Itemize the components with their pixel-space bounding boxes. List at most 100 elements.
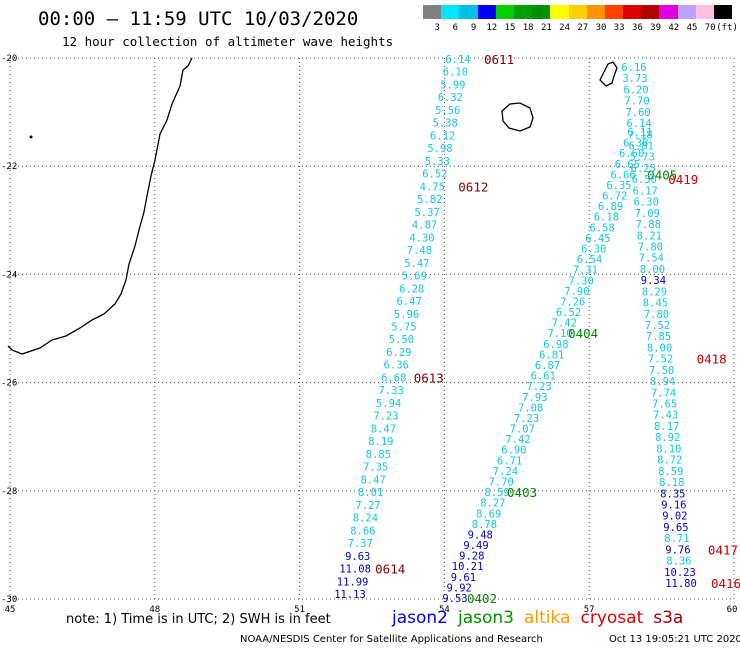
wave-height-value: 6.60 (619, 148, 644, 160)
wave-height-value: 9.16 (661, 499, 686, 511)
wave-height-value: 7.85 (646, 331, 671, 343)
wave-height-value: 7.10 (547, 328, 572, 340)
legend-swatch (677, 5, 696, 19)
wave-height-value: 7.74 (651, 387, 676, 399)
wave-height-value: 6.50 (632, 174, 657, 186)
wave-height-value: 8.85 (366, 449, 391, 461)
wave-height-value: 8.72 (657, 455, 682, 467)
wave-height-value: 7.60 (625, 107, 650, 119)
lat-tick-label: -22 (1, 162, 17, 172)
wave-height-value: 11.99 (337, 576, 369, 588)
wave-height-value: 7.90 (564, 286, 589, 298)
legend-label: 9 (470, 23, 477, 33)
wave-height-value: 6.25 (631, 163, 656, 175)
wave-height-value: 9.28 (459, 551, 484, 563)
wave-height-value: 8.36 (666, 556, 691, 568)
wave-height-value: 10.23 (664, 567, 696, 579)
wave-height-value: 7.23 (526, 381, 551, 393)
wave-height-value: 7.23 (514, 413, 539, 425)
pass-time-label: 0613 (414, 370, 444, 385)
wave-height-value: 9.92 (447, 582, 472, 594)
wave-height-value: 6.36 (384, 360, 409, 372)
lon-tick-label: 54 (439, 605, 450, 615)
credit-line: NOAA/NESDIS Center for Satellite Applica… (240, 634, 543, 645)
wave-height-value: 7.24 (493, 466, 518, 478)
legend-label: 24 (559, 23, 571, 33)
legend-label: 12 (486, 23, 498, 33)
wave-height-value: 6.66 (611, 169, 636, 181)
lat-tick-label: -26 (1, 379, 17, 389)
satellite-label: s3a (653, 608, 684, 628)
legend-swatch (550, 5, 569, 19)
wave-height-value: 6.52 (556, 307, 581, 319)
lon-tick-label: 57 (584, 605, 595, 615)
wave-height-value: 8.92 (655, 432, 680, 444)
wave-height-value: 7.65 (652, 399, 677, 411)
wave-height-value: 8.00 (647, 342, 672, 354)
lat-tick-label: -28 (1, 487, 17, 497)
coastline (7, 57, 618, 355)
wave-height-value: 5.73 (630, 152, 655, 164)
lon-tick-label: 51 (294, 605, 305, 615)
wave-height-value: 6.30 (581, 244, 606, 256)
page-subtitle: 12 hour collection of altimeter wave hei… (62, 34, 394, 49)
color-scale-legend: 3 6 9 12 15 18 21 24 27 30 33 36 39 42 45 70 (ft) (423, 5, 738, 35)
track-jason3-0402-0405: 6.116.386.606.656.666.356.726.896.186.58… (442, 127, 677, 606)
legend-swatch (659, 5, 678, 19)
legend-label: 30 (595, 23, 607, 33)
satellite-label: altika (524, 608, 571, 628)
wave-height-value: 3.73 (622, 73, 647, 85)
lon-tick-label: 45 (5, 605, 16, 615)
reunion-coastline (501, 102, 534, 132)
wave-height-value: 6.98 (543, 339, 568, 351)
legend-label: 18 (522, 23, 534, 33)
wave-height-value: 6.68 (381, 372, 406, 384)
wave-height-value: 9.61 (451, 572, 476, 584)
wave-height-value: 6.71 (497, 455, 522, 467)
wave-height-value: 7.42 (552, 318, 577, 330)
wave-height-value: 8.47 (360, 474, 385, 486)
legend-label: 21 (540, 23, 552, 33)
wave-height-value: 8.10 (656, 443, 681, 455)
pass-time-label: 0417 (708, 542, 738, 557)
legend-swatch (532, 5, 551, 19)
legend-swatch (441, 5, 460, 19)
legend-label: 45 (686, 23, 698, 33)
wave-height-value: 8.66 (350, 525, 375, 537)
wave-height-value: 5.69 (402, 271, 427, 283)
wave-height-value: 7.09 (635, 208, 660, 220)
wave-height-value: 6.58 (590, 222, 615, 234)
wave-height-value: 7.35 (363, 462, 388, 474)
wave-height-value: 8.71 (664, 533, 689, 545)
wave-height-value: 5.33 (425, 156, 450, 168)
lon-tick-label: 48 (149, 605, 160, 615)
wave-height-value: 5.37 (414, 207, 439, 219)
wave-height-value: 7.30 (568, 275, 593, 287)
legend-swatch (695, 5, 714, 19)
pass-time-label: 0402 (467, 591, 497, 606)
wave-height-value: 6.87 (535, 360, 560, 372)
wave-height-value: 9.02 (662, 511, 687, 523)
wave-height-value: 6.17 (633, 185, 658, 197)
wave-height-value: 9.63 (345, 551, 370, 563)
islet-coastline (29, 135, 33, 139)
lat-lon-grid (9, 57, 735, 600)
madagascar-coastline (7, 57, 193, 355)
wave-height-value: 8.18 (659, 477, 684, 489)
wave-height-value: 8.35 (660, 488, 685, 500)
legend-label: 39 (650, 23, 662, 33)
wave-height-value: 6.28 (399, 283, 424, 295)
wave-height-value: 6.52 (422, 169, 447, 181)
wave-height-value: 6.18 (594, 212, 619, 224)
legend-label: 15 (504, 23, 516, 33)
wave-height-value: 9.48 (468, 529, 493, 541)
pass-time-label: 0405 (647, 167, 677, 182)
wave-height-value: 7.42 (505, 434, 530, 446)
lon-tick-label: 60 (727, 605, 738, 615)
pass-time-label: 0614 (375, 562, 405, 577)
satellite-legend: jason2 jason3 altika cryosat s3a (392, 608, 693, 628)
wave-height-value: 9.49 (463, 540, 488, 552)
wave-height-value: 8.29 (642, 286, 667, 298)
wave-height-value: 8.17 (654, 421, 679, 433)
mauritius-coastline (599, 61, 618, 87)
